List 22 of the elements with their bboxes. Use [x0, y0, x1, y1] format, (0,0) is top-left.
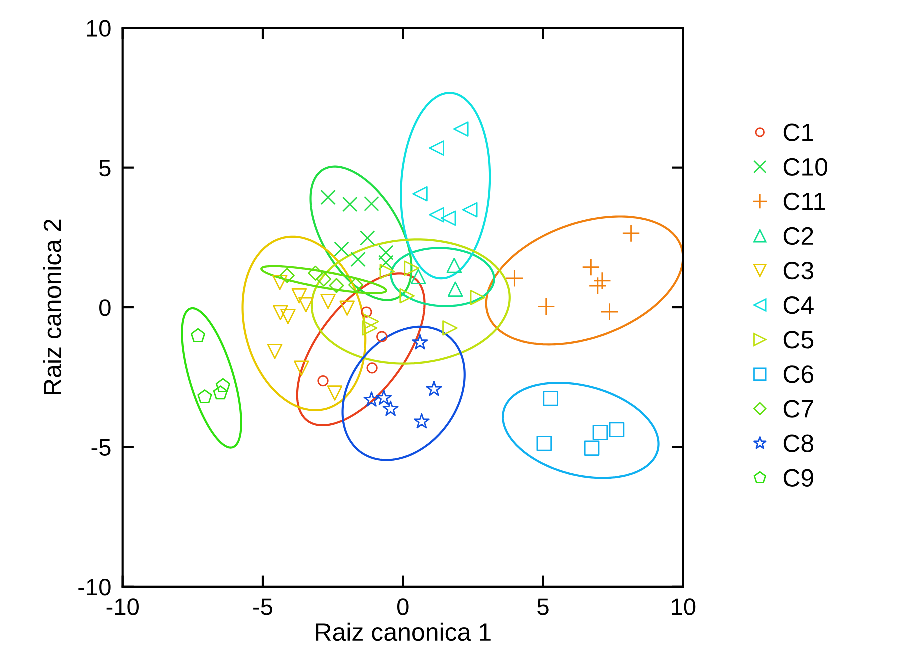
x-axis-title: Raiz canonica 1	[316, 622, 491, 642]
legend-label: C10	[784, 158, 828, 176]
y-tick-label: 10	[87, 20, 111, 37]
x-tick-label: 5	[538, 598, 549, 616]
y-axis-title: Raiz canonica 2	[43, 220, 62, 394]
legend-label: C2	[784, 227, 814, 246]
legend-label: C3	[784, 262, 814, 280]
legend-label: C9	[784, 469, 814, 488]
legend-label: C8	[784, 434, 814, 452]
y-tick-label: 0	[100, 300, 111, 316]
x-tick-label: 10	[672, 598, 696, 616]
legend-label: C4	[784, 296, 814, 314]
legend-label: C6	[784, 366, 814, 384]
x-tick-label: 0	[397, 598, 409, 616]
legend-label: C5	[784, 331, 814, 349]
legend-label: C11	[784, 192, 826, 211]
legend-label: C7	[784, 400, 814, 418]
y-tick-label: 5	[100, 160, 111, 177]
y-tick-label: -5	[92, 440, 111, 456]
y-tick-label: -10	[78, 578, 111, 596]
x-tick-label: -5	[254, 598, 272, 616]
legend-label: C1	[784, 124, 814, 142]
